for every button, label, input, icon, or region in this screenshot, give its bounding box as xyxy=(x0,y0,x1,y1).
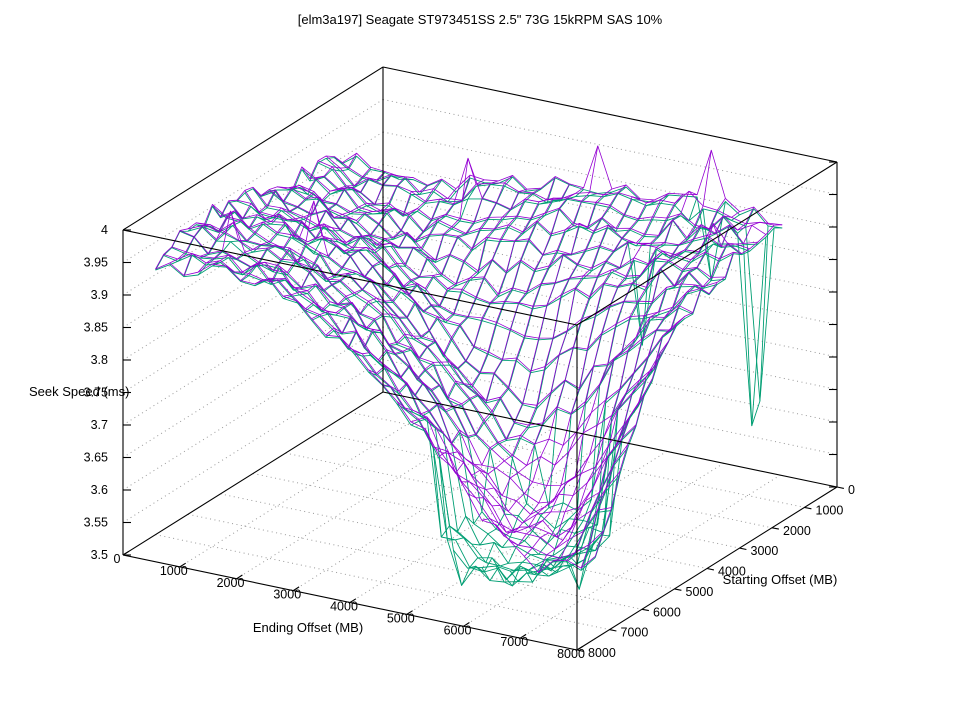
y-tick-label: 8000 xyxy=(588,646,616,660)
y-tick-label: 2000 xyxy=(783,524,811,538)
y-tick-label: 7000 xyxy=(621,626,649,640)
y-tick-label: 1000 xyxy=(816,503,844,517)
y-tick-label: 0 xyxy=(848,483,855,497)
z-tick-label: 4 xyxy=(101,223,108,237)
z-tick-label: 3.5 xyxy=(91,548,108,562)
tick-labels: 3.5 3.55 3.6 3.65 3.7 3.75 3.8 3.85 3.9 3.95 4 0 100… xyxy=(84,223,855,661)
x-tick-label: 4000 xyxy=(330,600,358,614)
z-axis-label: Seek Speed (ms) xyxy=(29,384,130,399)
x-tick-label: 0 xyxy=(114,552,121,566)
x-tick-label: 3000 xyxy=(273,588,301,602)
z-tick-label: 3.95 xyxy=(84,256,108,270)
z-tick-label: 3.8 xyxy=(91,353,108,367)
z-tick-label: 3.75 xyxy=(84,386,108,400)
x-axis-label: Ending Offset (MB) xyxy=(252,620,364,635)
surface-mesh-under xyxy=(155,155,783,590)
x-tick-label: 6000 xyxy=(444,623,472,637)
y-tick-label: 5000 xyxy=(686,585,714,599)
x-tick-label: 5000 xyxy=(387,611,415,625)
z-tick-label: 3.6 xyxy=(91,483,108,497)
surface-mesh xyxy=(155,145,783,573)
y-axis-label: Starting Offset (MB) xyxy=(722,572,838,587)
y-tick-label: 4000 xyxy=(718,565,746,579)
plot-title: [elm3a197] Seagate ST973451SS 2.5" 73G 1… xyxy=(297,12,663,27)
y-tick-label: 3000 xyxy=(751,544,779,558)
z-tick-label: 3.55 xyxy=(84,516,108,530)
x-tick-label: 8000 xyxy=(557,647,585,661)
z-tick-label: 3.9 xyxy=(91,288,108,302)
y-tick-label: 6000 xyxy=(653,605,681,619)
z-tick-label: 3.65 xyxy=(84,451,108,465)
x-tick-label: 2000 xyxy=(217,576,245,590)
x-tick-label: 1000 xyxy=(160,564,188,578)
z-tick-label: 3.7 xyxy=(91,418,108,432)
x-tick-label: 7000 xyxy=(500,635,528,649)
axis-ticks xyxy=(122,161,845,652)
z-tick-label: 3.85 xyxy=(84,321,108,335)
plot-box-border xyxy=(122,66,838,651)
